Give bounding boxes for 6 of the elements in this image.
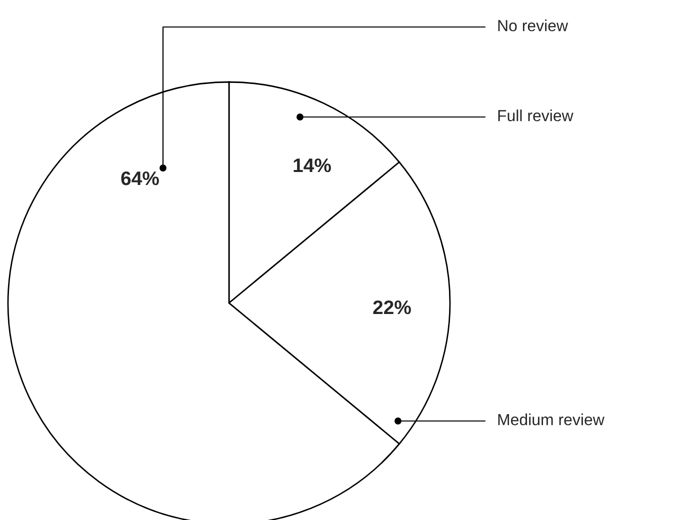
- data-label: 14%: [294, 158, 331, 172]
- data-label: 64%: [121, 171, 159, 186]
- slice-label: Medium review: [498, 414, 604, 426]
- slice-label: No review: [498, 20, 568, 32]
- slice-label: Full review: [498, 110, 574, 122]
- data-label: 22%: [373, 300, 411, 314]
